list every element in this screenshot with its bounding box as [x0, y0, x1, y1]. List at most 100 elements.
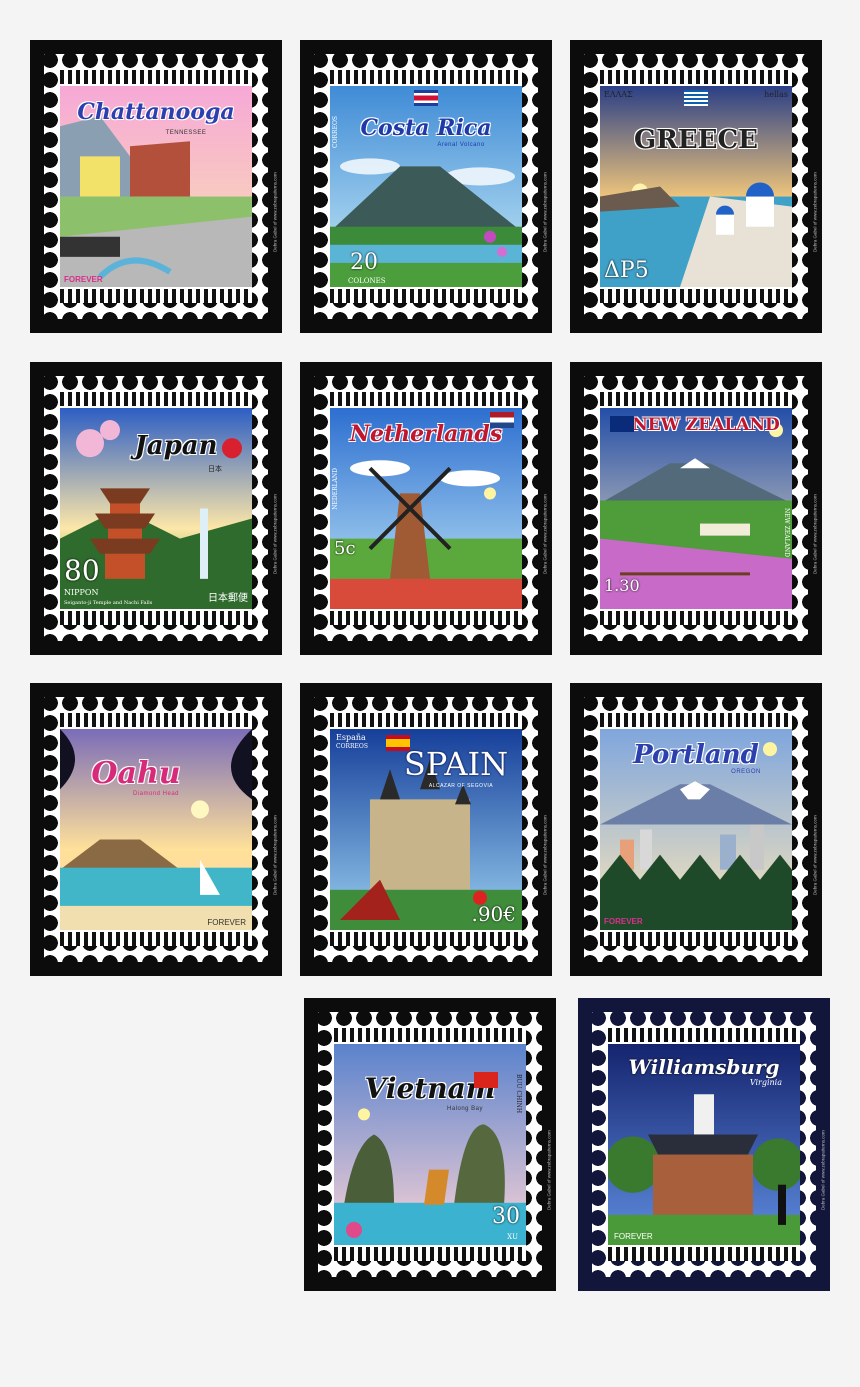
stamp-title: SPAIN [403, 745, 509, 783]
new-zealand-flag-icon [610, 416, 634, 432]
stripe-border [600, 392, 792, 406]
greece-flag-icon [684, 90, 708, 106]
stamp-inner: Williamsburg Virginia FOREVER [608, 1028, 800, 1261]
stamp-card-chattanooga: Chattanooga TENNESSEE FOREVER Debra Gabe… [30, 40, 282, 333]
credit-text: Debra Gabel of www.zebrapatterns.com [546, 1129, 552, 1210]
stamp-value: 80 [64, 554, 100, 587]
stripe-border [60, 70, 252, 84]
stripe-border [330, 70, 522, 84]
stamp-value-unit: XU [507, 1233, 518, 1241]
japan-illustration [60, 408, 252, 609]
stamp-side-label: NEW ZEALAND [783, 508, 790, 557]
stamp-value-unit: COLONES [348, 277, 386, 285]
stamp-caption: Seiganto-ji Temple and Nachi Falls [64, 600, 153, 606]
greece-illustration [600, 86, 792, 287]
stamp-value-label: NIPPON [64, 588, 99, 597]
stamp-title: GREECE [634, 125, 758, 155]
credit-text: Debra Gabel of www.zebrapatterns.com [812, 493, 818, 574]
credit-text: Debra Gabel of www.zebrapatterns.com [272, 814, 278, 895]
stripe-border [60, 289, 252, 303]
stamp-left-label: ΕΛΛΑΣ [604, 90, 633, 99]
stamp-art-chattanooga: Chattanooga TENNESSEE FOREVER [60, 86, 252, 287]
stamp-value: 5c [334, 538, 356, 559]
stamp-card-oahu: Oahu Diamond Head FOREVER Debra Gabel of… [30, 683, 282, 976]
stamp-subtitle: 日本 [208, 465, 222, 473]
stripe-border [600, 713, 792, 727]
stripe-border [600, 611, 792, 625]
stamp-value: FOREVER [604, 917, 643, 926]
stripe-border [334, 1028, 526, 1042]
stamp-art-costa-rica: Costa Rica Arenal Volcano CORREOS 20 COL… [330, 86, 522, 287]
stamp-art-japan: Japan 日本 80 NIPPON Seiganto-ji Temple an… [60, 408, 252, 609]
stamp-subtitle: Arenal Volcano [437, 142, 485, 148]
stripe-border [60, 611, 252, 625]
stamp-title: Chattanooga [77, 99, 235, 125]
stamp-card-vietnam: Vietnam Halong Bay BUU CHINH 30 XU Debra… [304, 998, 556, 1291]
stamp-subtitle: ALCAZAR OF SEGOVIA [428, 783, 494, 789]
stamp-card-greece: GREECE ΕΛΛΑΣ hellas ΔΡ5 Debra Gabel of w… [570, 40, 822, 333]
stamp-title: Netherlands [349, 421, 503, 447]
portland-illustration [600, 729, 792, 930]
stripe-border [600, 932, 792, 946]
stripe-border [60, 932, 252, 946]
stamp-value: FOREVER [64, 275, 103, 284]
williamsburg-illustration [608, 1044, 800, 1245]
stamp-inner: Portland OREGON FOREVER [600, 713, 792, 946]
stamp-value: ΔΡ5 [604, 258, 649, 283]
stamp-title: NEW ZEALAND [632, 415, 780, 435]
stripe-border [608, 1028, 800, 1042]
stamp-card-spain: SPAIN España CORREOS ALCAZAR OF SEGOVIA … [300, 683, 552, 976]
stripe-border [334, 1247, 526, 1261]
stamp-value: FOREVER [614, 1232, 653, 1241]
stripe-border [600, 289, 792, 303]
stripe-border [330, 611, 522, 625]
credit-text: Debra Gabel of www.zebrapatterns.com [542, 814, 548, 895]
stamp-inner: NEW ZEALAND NEW ZEALAND 1.30 [600, 392, 792, 625]
stripe-border [60, 392, 252, 406]
stamp-art-spain: SPAIN España CORREOS ALCAZAR OF SEGOVIA … [330, 729, 522, 930]
stamp-left-label-2: CORREOS [336, 743, 368, 750]
credit-text: Debra Gabel of www.zebrapatterns.com [812, 171, 818, 252]
stamp-card-williamsburg: Williamsburg Virginia FOREVER Debra Gabe… [578, 998, 830, 1291]
stamp-title: Williamsburg [628, 1055, 780, 1079]
stamp-title: Costa Rica [360, 115, 492, 141]
stamp-inner: SPAIN España CORREOS ALCAZAR OF SEGOVIA … [330, 713, 522, 946]
stamp-title: Oahu [91, 756, 181, 791]
credit-text: Debra Gabel of www.zebrapatterns.com [542, 493, 548, 574]
stamp-left-label: España [336, 733, 366, 742]
stamp-side-label: CORREOS [332, 116, 339, 148]
netherlands-illustration [330, 408, 522, 609]
stripe-border [330, 289, 522, 303]
stamp-side-label: NEDERLAND [332, 468, 339, 510]
new-zealand-illustration [600, 408, 792, 609]
stamp-subtitle: Virginia [749, 1078, 782, 1087]
credit-text: Debra Gabel of www.zebrapatterns.com [272, 493, 278, 574]
stripe-border [60, 713, 252, 727]
stamp-card-netherlands: Netherlands NEDERLAND 5c Debra Gabel of … [300, 362, 552, 655]
stamp-card-portland: Portland OREGON FOREVER Debra Gabel of w… [570, 683, 822, 976]
credit-text: Debra Gabel of www.zebrapatterns.com [820, 1129, 826, 1210]
stamp-value: FOREVER [207, 918, 246, 927]
stamp-inner: Costa Rica Arenal Volcano CORREOS 20 COL… [330, 70, 522, 303]
stamp-art-netherlands: Netherlands NEDERLAND 5c [330, 408, 522, 609]
stripe-border [330, 713, 522, 727]
stamp-inner: Oahu Diamond Head FOREVER [60, 713, 252, 946]
stamp-subtitle: Diamond Head [132, 791, 180, 797]
stamp-subtitle: Halong Bay [446, 1106, 484, 1112]
stamp-inner: GREECE ΕΛΛΑΣ hellas ΔΡ5 [600, 70, 792, 303]
credit-text: Debra Gabel of www.zebrapatterns.com [272, 171, 278, 252]
stamp-inner: Vietnam Halong Bay BUU CHINH 30 XU [334, 1028, 526, 1261]
stamp-subtitle: TENNESSEE [165, 130, 207, 136]
stamp-inner: Japan 日本 80 NIPPON Seiganto-ji Temple an… [60, 392, 252, 625]
stripe-border [330, 392, 522, 406]
stamp-inner: Netherlands NEDERLAND 5c [330, 392, 522, 625]
stamp-title: Japan [134, 431, 218, 461]
stamp-inner: Chattanooga TENNESSEE FOREVER [60, 70, 252, 303]
stamp-value: 1.30 [604, 576, 640, 595]
stamp-art-oahu: Oahu Diamond Head FOREVER [60, 729, 252, 930]
stamp-value: .90€ [471, 902, 516, 926]
stamp-value: 30 [492, 1204, 520, 1229]
stamp-kana-label: 日本郵便 [208, 593, 248, 604]
stamp-art-williamsburg: Williamsburg Virginia FOREVER [608, 1044, 800, 1245]
stamp-card-costa-rica: Costa Rica Arenal Volcano CORREOS 20 COL… [300, 40, 552, 333]
